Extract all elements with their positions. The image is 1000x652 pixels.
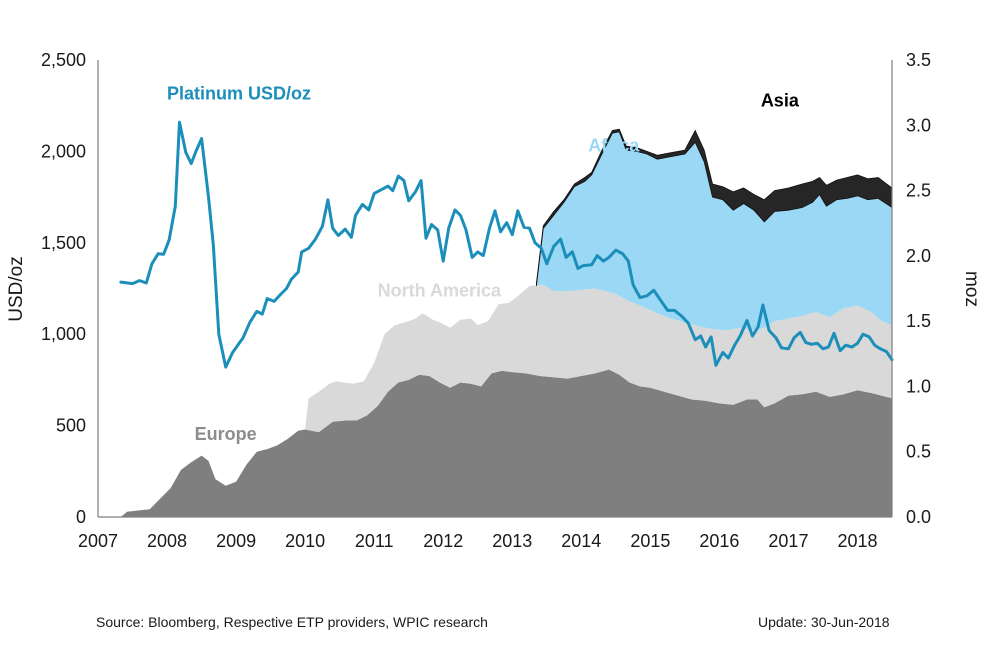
price-line [119, 120, 894, 369]
y-right-tick-label: 2.0 [906, 246, 931, 266]
y-left-tick-label: 2,000 [41, 141, 86, 161]
x-tick-label: 2014 [561, 531, 601, 551]
y-right-tick-label: 0.0 [906, 507, 931, 527]
y-right-tick-label: 3.5 [906, 50, 931, 70]
y-right-tick-label: 2.5 [906, 181, 931, 201]
series-label-north-america: North America [378, 281, 502, 301]
y-left-tick-label: 1,500 [41, 233, 86, 253]
source-note: Source: Bloomberg, Respective ETP provid… [96, 614, 488, 630]
series-label-platinum-usd-oz: Platinum USD/oz [167, 83, 311, 103]
tick-labels: 0 500 1,000 1,500 2,000 2,500 0.0 0.5 1.0 1.5 2.0 2… [41, 50, 931, 551]
stacked-areas [120, 128, 893, 517]
series-label-africa: Africa [588, 135, 640, 155]
x-tick-label: 2008 [147, 531, 187, 551]
x-tick-label: 2011 [355, 531, 394, 551]
y-right-tick-label: 1.0 [906, 376, 931, 396]
y-left-tick-label: 500 [56, 416, 86, 436]
x-tick-label: 2010 [285, 531, 325, 551]
x-tick-label: 2013 [492, 531, 532, 551]
x-tick-label: 2018 [837, 531, 877, 551]
y-right-tick-label: 3.0 [906, 115, 931, 135]
y-right-tick-label: 0.5 [906, 442, 931, 462]
y-left-axis-title: USD/oz [6, 256, 27, 321]
update-date: Update: 30-Jun-2018 [758, 614, 890, 630]
x-tick-label: 2017 [768, 531, 808, 551]
series-labels: Platinum USD/oz Asia Africa North America Eu… [167, 83, 800, 444]
series-label-europe: Europe [195, 424, 257, 444]
y-left-tick-label: 1,000 [41, 324, 86, 344]
y-right-axis-title: moz [961, 271, 982, 307]
price-series [119, 120, 894, 369]
area-africa [536, 131, 892, 331]
area-europe [120, 369, 893, 517]
x-tick-label: 2009 [216, 531, 256, 551]
y-right-tick-label: 1.5 [906, 311, 931, 331]
y-left-tick-label: 2,500 [41, 50, 86, 70]
area-north-america [305, 284, 893, 433]
axes [97, 60, 893, 518]
series-label-asia: Asia [761, 91, 800, 111]
x-tick-label: 2016 [699, 531, 739, 551]
x-tick-label: 2007 [78, 531, 118, 551]
x-tick-label: 2012 [423, 531, 463, 551]
x-tick-label: 2015 [630, 531, 670, 551]
y-left-tick-label: 0 [76, 507, 86, 527]
